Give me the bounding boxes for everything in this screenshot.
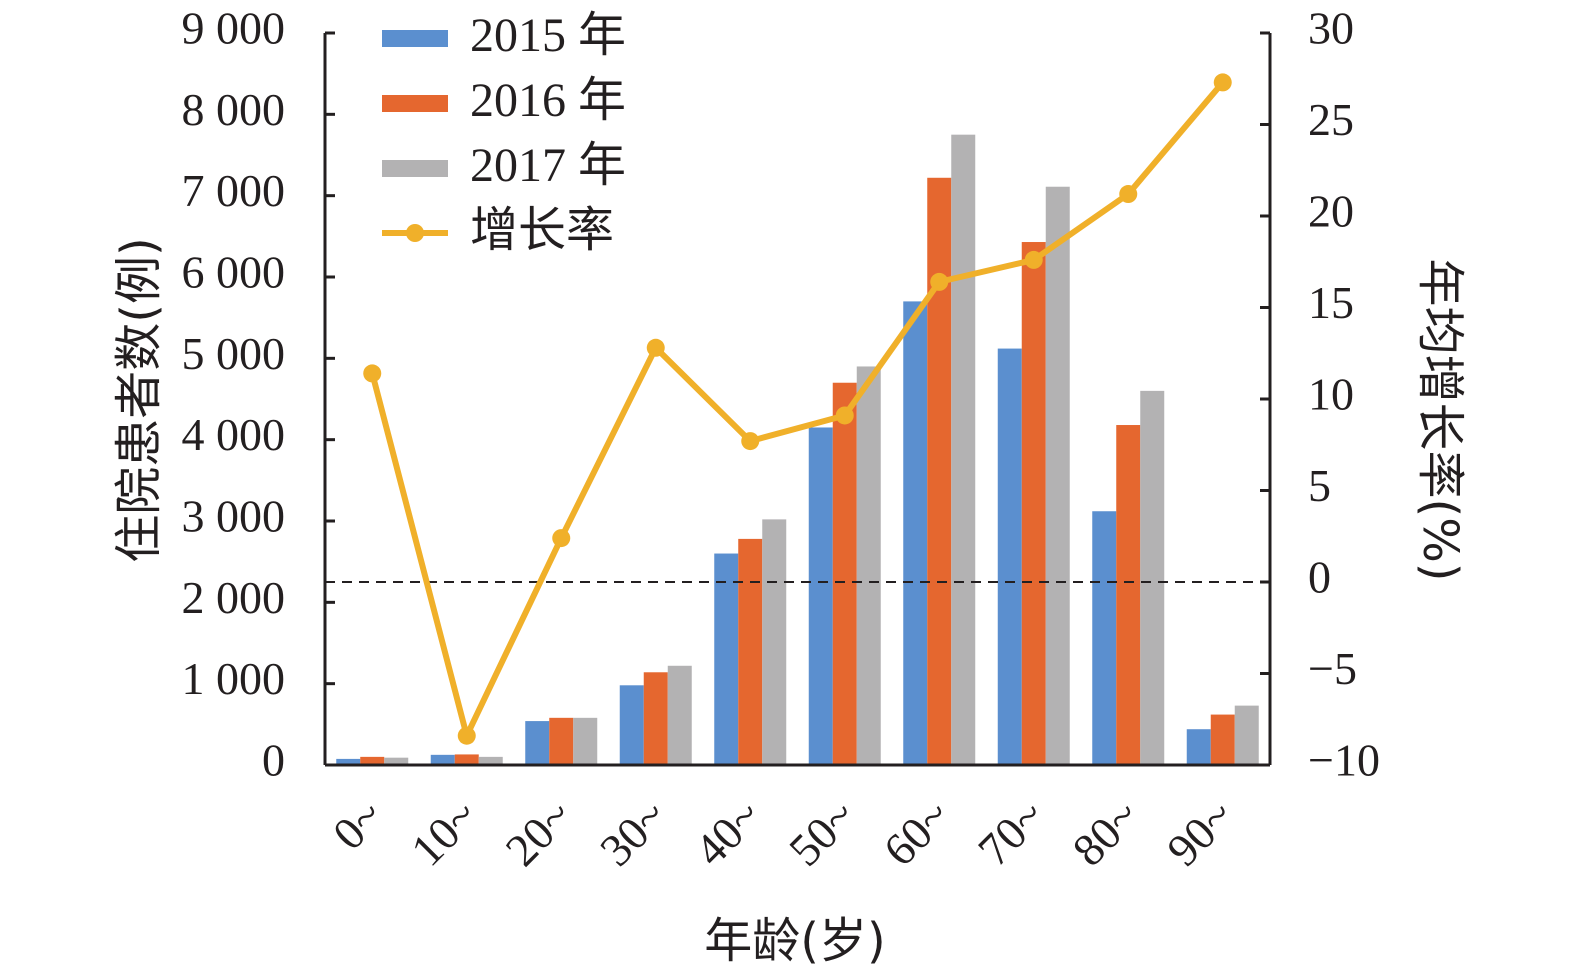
left-tick-label: 0 [262, 735, 285, 786]
bar [549, 717, 574, 765]
right-tick-label: −10 [1308, 735, 1380, 786]
right-tick-label: 5 [1308, 460, 1331, 511]
bar [667, 665, 692, 765]
x-category-label: 10~ [401, 789, 487, 875]
bar [762, 519, 787, 765]
x-axis-title: 年龄(岁) [704, 913, 885, 969]
legend-swatch [382, 95, 448, 112]
x-category-label: 90~ [1157, 789, 1243, 875]
bar [525, 721, 550, 765]
left-tick-label: 4 000 [182, 409, 286, 460]
legend-label: 增长率 [470, 204, 614, 257]
growth-rate-point [741, 432, 760, 451]
bar [1021, 242, 1046, 765]
legend-label: 2015 年 [470, 9, 626, 62]
right-tick-label: 15 [1308, 277, 1354, 328]
legend-label: 2016 年 [470, 74, 626, 127]
bar [643, 672, 668, 765]
bar [1140, 390, 1165, 765]
left-axis: 0 1 000 2 000 3 000 4 000 5 000 6 000 7 000 8 00… [182, 3, 335, 786]
bar [1210, 714, 1235, 765]
legend-label: 2017 年 [470, 139, 626, 192]
bar [478, 756, 503, 765]
bar [1116, 425, 1141, 765]
bar [808, 427, 833, 765]
bar [714, 553, 739, 765]
bar [430, 754, 455, 765]
growth-rate-point [1024, 250, 1043, 269]
legend-swatch [382, 30, 448, 47]
bar [856, 366, 881, 765]
bar [454, 754, 479, 765]
y-axis-title: 住院患者数(例) [111, 237, 167, 562]
bar [1045, 186, 1070, 766]
bar [336, 758, 361, 765]
bar [1234, 705, 1259, 765]
bar [738, 538, 763, 765]
bar [951, 134, 976, 765]
bar [927, 177, 952, 766]
growth-rate-point [363, 364, 382, 383]
left-tick-label: 3 000 [182, 491, 286, 542]
x-category-label: 80~ [1063, 789, 1149, 875]
growth-rate-point [1213, 73, 1232, 92]
x-category-label: 30~ [590, 789, 676, 875]
growth-rate-point [1119, 185, 1138, 204]
x-category-label: 0~ [323, 789, 393, 859]
left-tick-label: 9 000 [182, 3, 286, 54]
growth-rate-point [552, 529, 571, 548]
bar [903, 301, 928, 765]
legend-marker [406, 224, 424, 242]
left-tick-label: 6 000 [182, 247, 286, 298]
bar [832, 382, 857, 765]
right-tick-label: 30 [1308, 3, 1354, 54]
growth-rate-point [646, 338, 665, 357]
x-category-label: 50~ [779, 789, 865, 875]
legend-swatch [382, 160, 448, 177]
left-tick-label: 8 000 [182, 84, 286, 135]
bar [360, 756, 385, 765]
growth-rate-point [930, 272, 949, 291]
growth-rate-point [457, 726, 476, 745]
left-tick-label: 5 000 [182, 328, 286, 379]
growth-rate-line [369, 80, 1226, 739]
x-category-label: 60~ [874, 789, 960, 875]
right-tick-label: 20 [1308, 186, 1354, 237]
left-tick-label: 2 000 [182, 572, 286, 623]
x-category-label: 20~ [496, 789, 582, 875]
bar [1186, 729, 1211, 765]
right-tick-label: 25 [1308, 94, 1354, 145]
right-tick-label: −5 [1308, 643, 1357, 694]
right-tick-label: 10 [1308, 369, 1354, 420]
x-category-label: 70~ [968, 789, 1054, 875]
bar [1092, 511, 1117, 765]
y2-axis-title: 年均增长率(%) [1412, 258, 1468, 581]
bar [384, 757, 409, 765]
bar [573, 717, 598, 765]
right-axis: −10 −5 0 5 10 15 20 25 30 [1260, 3, 1380, 786]
right-tick-label: 0 [1308, 552, 1331, 603]
growth-rate-point [835, 406, 854, 425]
x-axis: 0~ 10~ 20~ 30~ 40~ 50~ 60~ 70~ 80~ 90~ [323, 763, 1270, 876]
plot-area [325, 73, 1270, 766]
bar [619, 685, 644, 765]
x-category-label: 40~ [685, 789, 771, 875]
left-tick-label: 1 000 [182, 653, 286, 704]
left-tick-label: 7 000 [182, 165, 286, 216]
bar [997, 348, 1022, 765]
